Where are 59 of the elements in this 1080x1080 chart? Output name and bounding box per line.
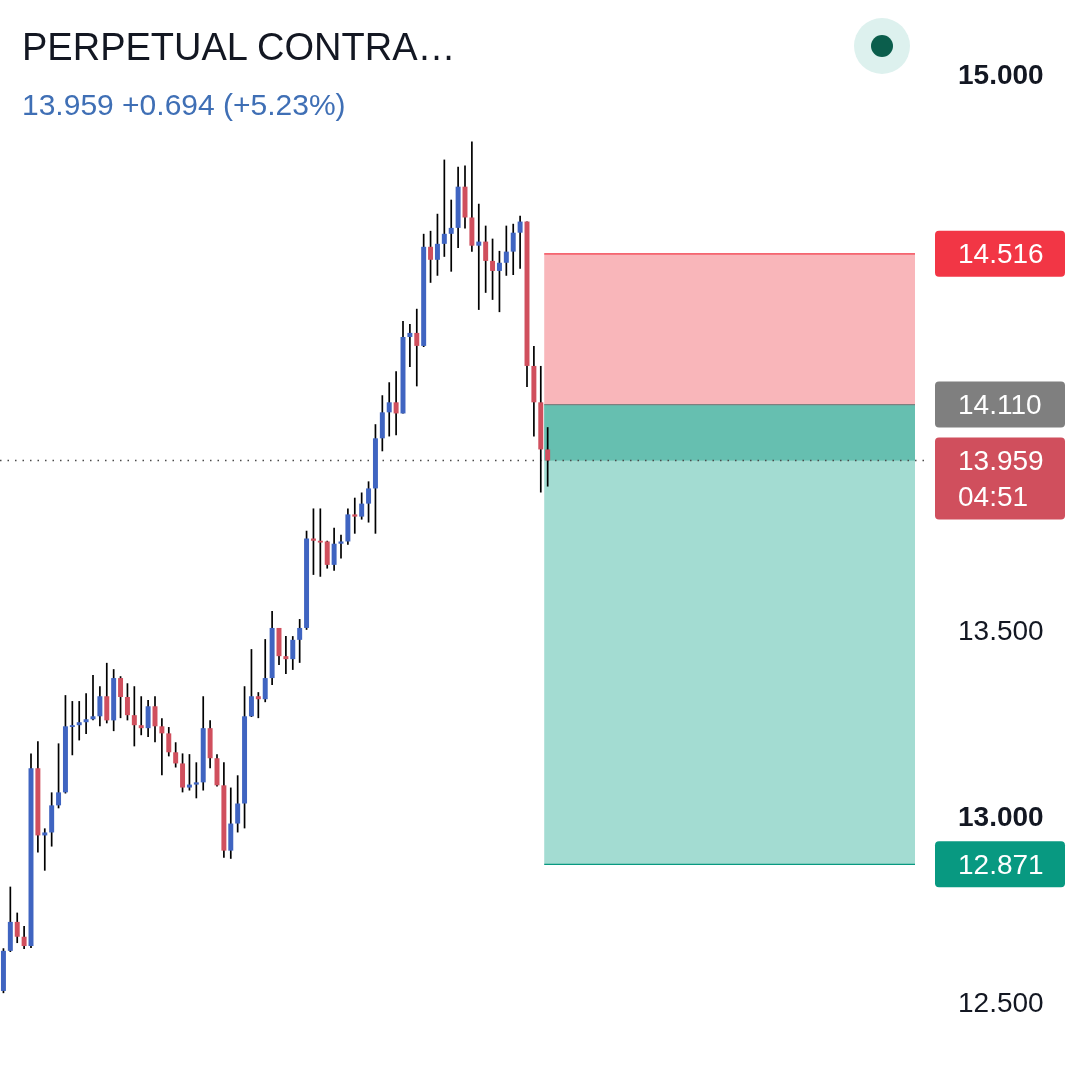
candlestick (366, 480, 372, 524)
candlestick (496, 250, 502, 313)
candlestick (83, 692, 89, 735)
candlestick (517, 214, 523, 270)
candlestick (173, 741, 179, 769)
candlestick (262, 638, 268, 704)
candlestick (248, 648, 254, 718)
candlestick (145, 699, 151, 738)
candlestick (490, 237, 496, 301)
y-tick-label: 13.500 (958, 615, 1044, 647)
candlestick (14, 911, 20, 944)
candlestick (131, 685, 137, 748)
ref-line-label: 12.871 (958, 848, 1044, 880)
candlestick (76, 700, 82, 742)
candlestick (97, 685, 103, 728)
candlestick (510, 222, 516, 276)
candlestick (310, 507, 316, 576)
candlestick (545, 426, 551, 488)
candlestick (393, 370, 399, 437)
text: PERPETUAL CONTRA… (22, 26, 456, 68)
candlestick (483, 224, 489, 294)
candlestick (386, 381, 392, 438)
candlestick (448, 198, 454, 273)
candlestick (124, 682, 130, 722)
candlestick (21, 925, 27, 950)
candlestick (428, 230, 434, 284)
candlestick (283, 635, 289, 675)
candlestick (255, 691, 261, 719)
candlestick (193, 761, 199, 800)
text: 13.959 +0.694 (+5.23%) (22, 88, 346, 121)
candlestick (186, 753, 192, 792)
ref-line-label: 14.110 (958, 389, 1042, 421)
candlestick (352, 496, 358, 535)
candlestick (166, 726, 172, 758)
y-tick-label: 13.000 (958, 800, 1044, 832)
candlestick (441, 158, 447, 258)
ref-line-label: 13.959 04:51 (958, 445, 1044, 513)
candlestick (69, 700, 75, 757)
candlestick (503, 224, 509, 277)
candlestick (138, 695, 144, 737)
candlestick (235, 774, 241, 834)
candlestick (331, 526, 337, 572)
candlestick (297, 618, 303, 664)
candlestick (290, 635, 296, 671)
candlestick (407, 323, 413, 368)
candlestick (118, 675, 124, 719)
candlestick (56, 742, 62, 810)
candlestick (159, 717, 165, 777)
candlestick (338, 533, 344, 560)
candlestick (42, 827, 48, 872)
candlestick (359, 491, 365, 521)
candlestick (414, 307, 420, 388)
candlestick (476, 202, 482, 311)
candlestick (434, 212, 440, 277)
y-tick-label: 12.500 (958, 986, 1044, 1018)
ref-line-label: 14.516 (958, 238, 1044, 270)
candlestick (317, 507, 323, 578)
candlestick (324, 539, 330, 570)
y-tick-label: 15.000 (958, 58, 1044, 90)
